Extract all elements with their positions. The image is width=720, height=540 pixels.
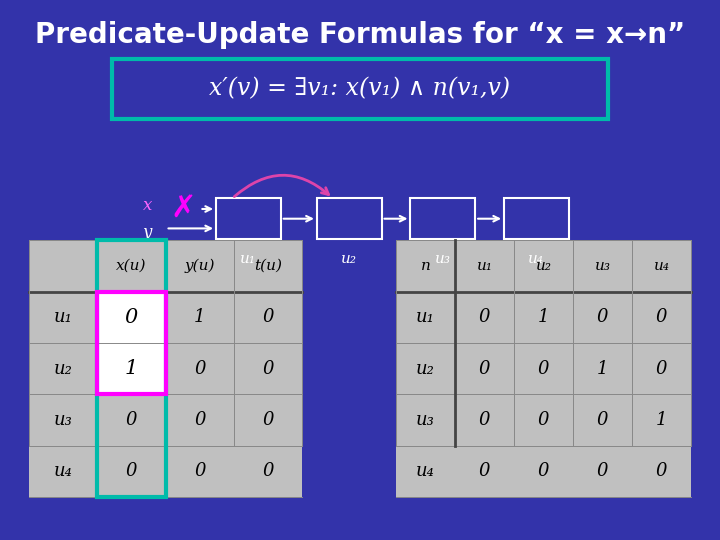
Text: 0: 0 [597,462,608,480]
Text: 0: 0 [194,360,205,377]
Text: 0: 0 [126,411,137,429]
Text: 1: 1 [194,308,205,326]
Text: 0: 0 [656,308,667,326]
Text: 0: 0 [479,308,490,326]
FancyBboxPatch shape [112,59,608,119]
Bar [317,198,382,239]
Text: u₁: u₁ [477,259,492,273]
Text: 0: 0 [479,462,490,480]
Text: t(u): t(u) [254,259,282,273]
Text: 0: 0 [656,462,667,480]
Text: u₃: u₃ [595,259,611,273]
FancyArrowPatch shape [234,176,328,197]
Text: u₂: u₂ [416,360,435,377]
Text: 0: 0 [538,411,549,429]
Text: y(u): y(u) [184,259,215,273]
Text: 1: 1 [656,411,667,429]
Text: 0: 0 [538,462,549,480]
Text: 0: 0 [194,462,205,480]
Text: 0: 0 [538,360,549,377]
Text: y: y [143,224,153,241]
Text: u₂: u₂ [53,360,73,377]
Text: 0: 0 [263,411,274,429]
Text: x(u): x(u) [116,259,147,273]
Text: u₃: u₃ [435,252,451,266]
Text: x′(v) = ∃v₁: x(v₁) ∧ n(v₁,v): x′(v) = ∃v₁: x(v₁) ∧ n(v₁,v) [210,78,510,100]
Text: u₂: u₂ [341,252,357,266]
Text: u₁: u₁ [416,308,435,326]
Bar [410,198,475,239]
Text: u₄: u₄ [528,252,544,266]
Text: u₄: u₄ [654,259,670,273]
Text: u₁: u₁ [240,252,256,266]
Text: ✗: ✗ [171,193,197,222]
Text: u₄: u₄ [416,462,435,480]
Bar [97,292,166,394]
Text: 0: 0 [656,360,667,377]
Text: x: x [143,197,153,214]
Text: 0: 0 [479,411,490,429]
Text: u₁: u₁ [53,308,73,326]
Text: 1: 1 [538,308,549,326]
Text: 0: 0 [125,308,138,327]
Text: 0: 0 [263,308,274,326]
Text: u₃: u₃ [416,411,435,429]
Text: 0: 0 [126,462,137,480]
Bar [396,240,691,497]
Text: u₄: u₄ [53,462,73,480]
Text: 0: 0 [194,411,205,429]
Text: u₃: u₃ [53,411,73,429]
Bar [29,240,302,497]
Text: Predicate-Update Formulas for “x = x→n”: Predicate-Update Formulas for “x = x→n” [35,21,685,49]
Bar [504,198,569,239]
Bar [216,198,281,239]
Text: 0: 0 [597,411,608,429]
Text: n: n [420,259,431,273]
Text: 0: 0 [263,360,274,377]
Text: 0: 0 [263,462,274,480]
Bar [97,240,166,497]
Text: 1: 1 [125,359,138,378]
Text: 1: 1 [597,360,608,377]
Text: u₂: u₂ [536,259,552,273]
Text: 0: 0 [597,308,608,326]
Text: 0: 0 [479,360,490,377]
